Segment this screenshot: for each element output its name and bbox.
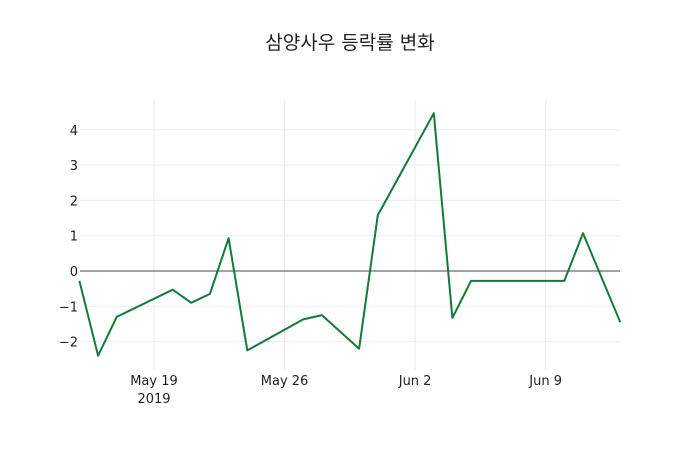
gridlines [80,100,620,370]
y-tick-label: −1 [59,300,78,315]
chart-title: 삼양사우 등락률 변화 [265,32,435,54]
x-tick-label: May 26 [261,374,309,389]
y-tick-label: 4 [70,124,78,139]
y-tick-label: 0 [70,265,78,280]
series-line [78,112,622,357]
x-tick-year-label: 2019 [137,392,170,407]
x-tick-label: May 19 [130,374,178,389]
y-tick-label: 3 [70,159,78,174]
x-tick-label: Jun 2 [398,374,432,389]
x-tick-label: Jun 9 [528,374,562,389]
y-tick-label: 2 [70,194,78,209]
y-tick-label: −2 [59,336,78,351]
y-tick-label: 1 [70,230,78,245]
y-axis: 4 3 2 1 0 −1 −2 [59,124,78,351]
x-axis: May 19 2019 May 26 Jun 2 Jun 9 [130,374,562,407]
